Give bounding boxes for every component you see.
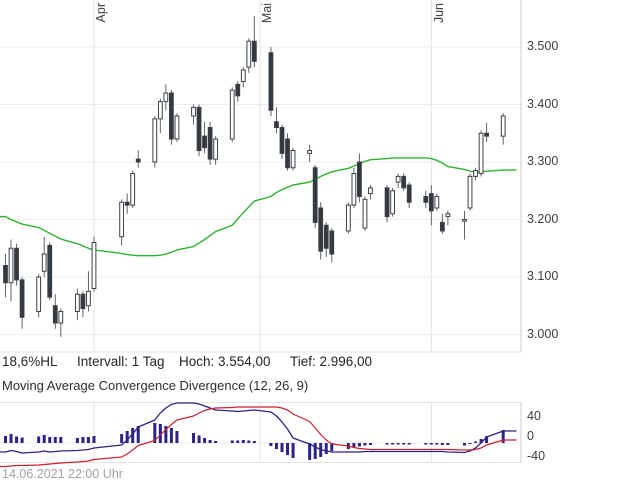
price-tick-label: 3.000 (527, 326, 559, 341)
last-update-timestamp: 14.06.2021 22:00 Uhr (2, 467, 123, 481)
macd-tick-label: -40 (527, 449, 546, 463)
signal-line (0, 406, 517, 468)
interval-label: Intervall: 1 Tag (77, 354, 165, 369)
moving-average-line (0, 157, 517, 257)
range-percent-label: 18,6%HL (2, 354, 58, 369)
candlestick-series (3, 15, 506, 337)
month-tick-label: Jun (431, 3, 446, 24)
price-tick-label: 3.300 (527, 154, 559, 168)
high-label: Hoch: 3.554,00 (179, 354, 271, 369)
price-tick-label: 3.500 (527, 39, 559, 53)
price-tick-label: 3.400 (527, 96, 559, 111)
macd-histogram (4, 423, 505, 460)
price-tick-label: 3.100 (527, 269, 559, 283)
month-tick-label: Mai (260, 3, 275, 24)
macd-line (0, 402, 517, 454)
low-label: Tief: 2.996,00 (290, 354, 373, 369)
month-tick-label: Apr (94, 3, 109, 23)
price-tick-label: 3.200 (527, 211, 559, 226)
indicator-title: Moving Average Convergence Divergence (1… (2, 378, 309, 393)
macd-tick-label: 40 (527, 409, 541, 423)
macd-tick-label: 0 (527, 429, 534, 443)
